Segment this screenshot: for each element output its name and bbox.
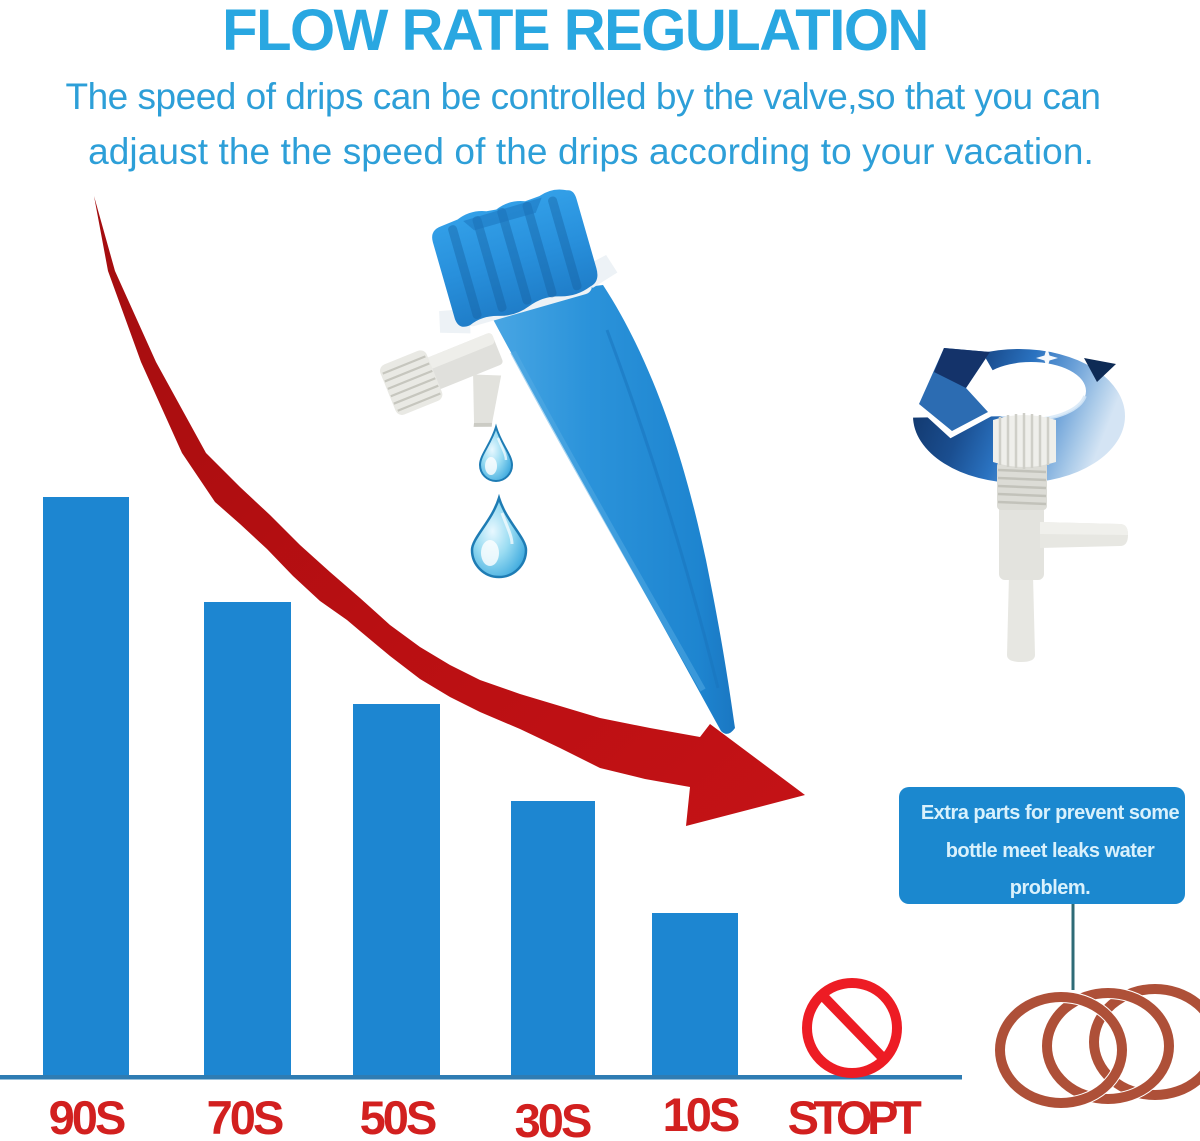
svg-text:50S: 50S [360,1091,436,1141]
svg-text:70S: 70S [207,1091,283,1141]
svg-text:The speed of drips can be cont: The speed of drips can be controlled by … [66,76,1101,117]
svg-text:90S: 90S [49,1091,125,1141]
svg-text:problem.: problem. [1010,877,1090,899]
svg-text:adjaust the the speed of the d: adjaust the the speed of the drips accor… [88,131,1094,172]
svg-text:bottle meet leaks water: bottle meet leaks water [946,840,1155,862]
svg-text:30S: 30S [515,1094,591,1141]
svg-text:FLOW RATE REGULATION: FLOW RATE REGULATION [222,0,928,63]
svg-text:10S: 10S [663,1088,739,1141]
svg-text:STOPT: STOPT [788,1091,923,1141]
svg-text:Extra parts for prevent some: Extra parts for prevent some [921,802,1180,824]
